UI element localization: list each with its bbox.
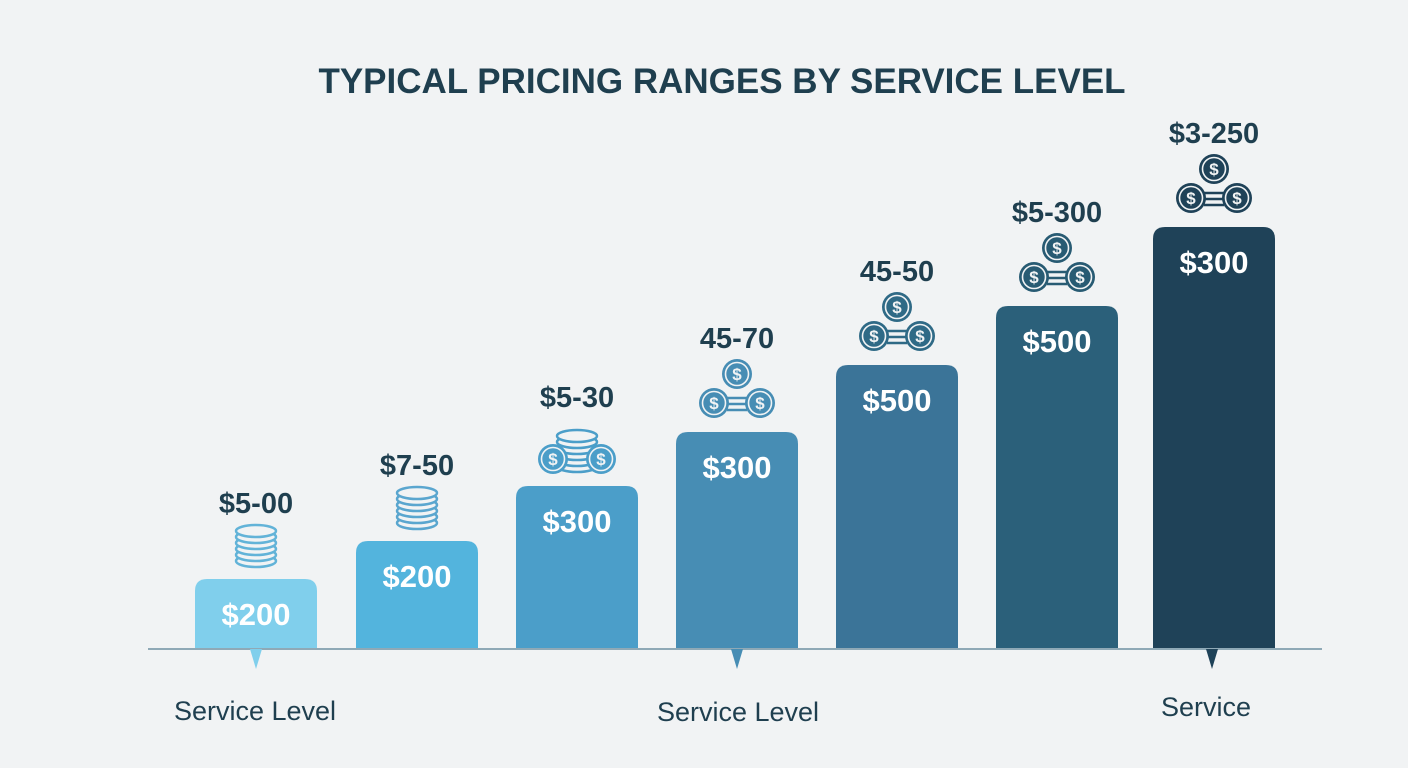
bar [1153,227,1275,649]
bar-group: $500 $ $ $ $5-300 [996,197,1118,649]
price-range-label: $5-30 [540,382,614,414]
svg-text:$: $ [596,450,606,469]
three-coins-icon: $ $ $ [1176,154,1252,213]
svg-text:$: $ [915,327,925,346]
svg-text:$: $ [755,394,765,413]
svg-text:$: $ [892,298,902,317]
svg-text:$: $ [869,327,879,346]
price-range-label: $5-300 [1012,197,1102,229]
bar-group: $200 $7-50 [356,450,478,649]
bar-value-label: $300 [543,504,612,539]
bar-group: $300 $ $ $ $3-250 [1153,118,1275,649]
coin-stack-icon [395,485,439,531]
svg-text:$: $ [1186,189,1196,208]
svg-text:$: $ [1075,268,1085,287]
price-range-label: $3-250 [1169,118,1259,150]
price-range-label: $7-50 [380,450,454,482]
coin-stack-with-coins-icon: $ $ [538,428,616,474]
three-coins-icon: $ $ $ [1019,233,1095,292]
bar [195,579,317,649]
price-range-label: $5-00 [219,488,293,520]
chart-title: TYPICAL PRICING RANGES BY SERVICE LEVEL [318,62,1125,101]
svg-text:$: $ [1029,268,1039,287]
svg-text:$: $ [732,365,742,384]
bar-value-label: $500 [863,383,932,418]
svg-text:$: $ [548,450,558,469]
three-coins-icon: $ $ $ [699,359,775,418]
bar-value-label: $300 [1180,245,1249,280]
svg-text:$: $ [1232,189,1242,208]
coin-stack-icon [234,523,278,569]
svg-text:$: $ [1209,160,1219,179]
bar-value-label: $200 [383,559,452,594]
x-axis-label: Service [1161,692,1251,722]
pointer-marker [731,649,743,669]
x-axis-label: Service Level [174,696,336,726]
svg-text:$: $ [1052,239,1062,258]
bar [356,541,478,649]
bar-group: $500 $ $ $45-50 [836,256,958,649]
price-range-label: 45-50 [860,256,934,288]
bar-value-label: $300 [703,450,772,485]
pointer-marker [250,649,262,669]
bar-group: $200 $5-00 [195,488,317,649]
bar [836,365,958,649]
svg-text:$: $ [709,394,719,413]
pointer-marker [1206,649,1218,669]
bar-group: $300$ $$5-30 [516,382,638,649]
price-range-label: 45-70 [700,323,774,355]
x-axis-label: Service Level [657,697,819,727]
three-coins-icon: $ $ $ [859,292,935,351]
bar-value-label: $200 [222,597,291,632]
bar [516,486,638,649]
bar-group: $300 $ $ $45-70 [676,323,798,649]
bar-value-label: $500 [1023,324,1092,359]
bar [676,432,798,649]
bar [996,306,1118,649]
